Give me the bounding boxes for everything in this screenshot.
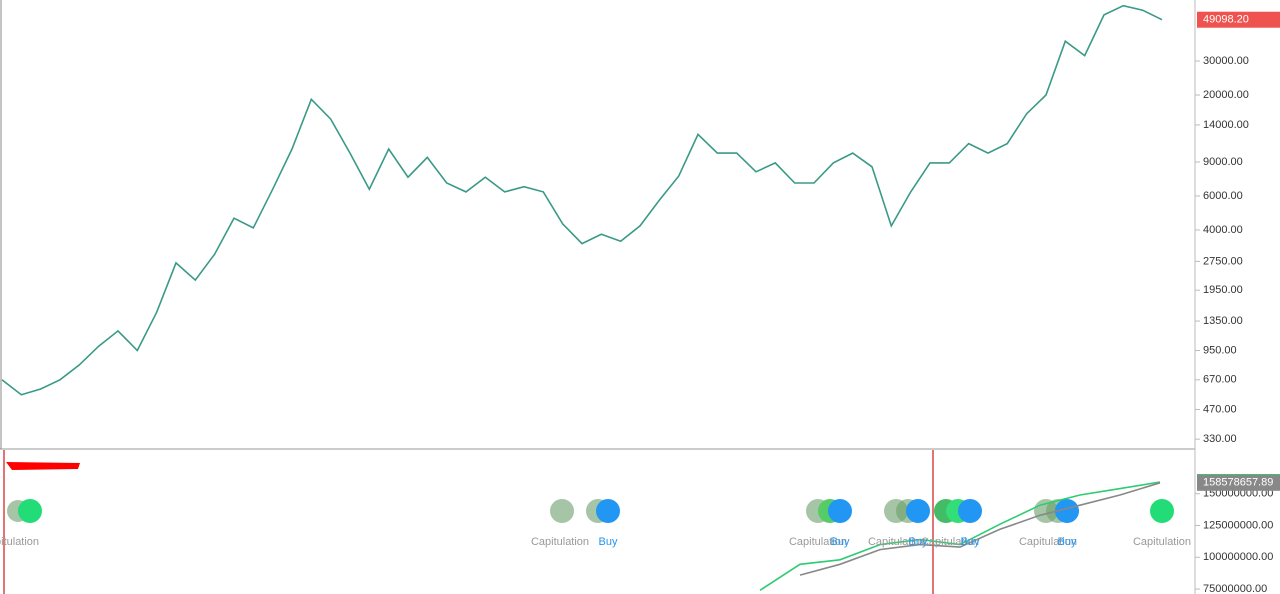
y-tick-label: 950.00 — [1203, 344, 1237, 356]
last-value-box — [1197, 11, 1280, 28]
signal-label: Buy — [909, 536, 928, 548]
signal-label: Capitulation — [1019, 536, 1077, 548]
signal-label: Capitulation — [868, 536, 926, 548]
y-tick-label: 330.00 — [1203, 433, 1237, 445]
y-tick-label: 100000000.00 — [1203, 551, 1273, 563]
y-tick-label: 1350.00 — [1203, 315, 1243, 327]
y-tick-label: 20000.00 — [1203, 89, 1249, 101]
y-tick-label: 9000.00 — [1203, 156, 1243, 168]
signal-label: Buy — [599, 536, 618, 548]
y-tick-label: 75000000.00 — [1203, 583, 1267, 594]
y-tick-label: 2750.00 — [1203, 255, 1243, 267]
signal-label: Buy — [1058, 536, 1077, 548]
y-tick-label: 670.00 — [1203, 374, 1237, 386]
signal-label: Buy — [961, 536, 980, 548]
signal-label: Capitulation — [0, 536, 39, 548]
signal-label: Capitulation — [1133, 536, 1191, 548]
redaction — [6, 462, 80, 470]
last-value-box — [1197, 474, 1280, 491]
signal-label: Capitulation — [789, 536, 847, 548]
signal-label: Capitulation — [921, 536, 979, 548]
y-tick-label: 125000000.00 — [1203, 519, 1273, 531]
y-tick-label: 30000.00 — [1203, 55, 1249, 67]
y-tick-label: 6000.00 — [1203, 190, 1243, 202]
y-tick-label: 470.00 — [1203, 403, 1237, 415]
signal-label: Buy — [831, 536, 850, 548]
series-line — [759, 481, 1161, 591]
last-value-label: 158578657.89 — [1203, 477, 1273, 489]
y-tick-label: 14000.00 — [1203, 119, 1249, 131]
series-line — [1, 4, 1163, 396]
y-tick-label: 4000.00 — [1203, 224, 1243, 236]
last-value-label: 49098.20 — [1203, 14, 1249, 26]
y-tick-label: 1950.00 — [1203, 284, 1243, 296]
signal-label: Capitulation — [531, 536, 589, 548]
series-line — [799, 482, 1161, 576]
